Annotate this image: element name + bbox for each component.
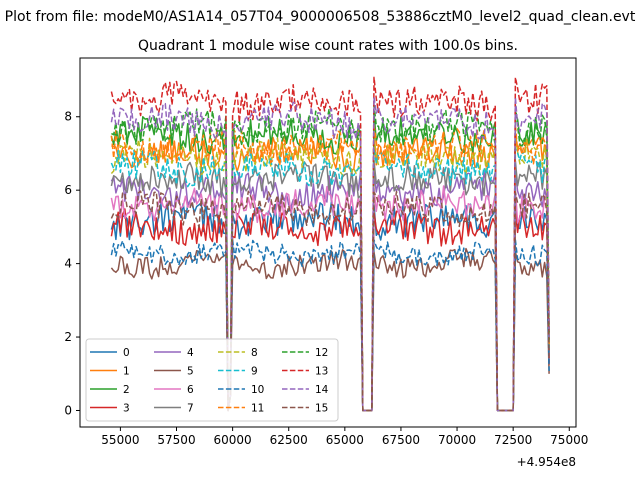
figure-suptitle: Plot from file: modeM0/AS1A14_057T04_900… xyxy=(5,9,636,25)
x-tick-label: 67500 xyxy=(382,433,420,447)
series-line-3 xyxy=(110,207,550,412)
legend-label-7: 7 xyxy=(187,403,194,415)
legend-label-5: 5 xyxy=(187,366,194,378)
y-tick-label: 2 xyxy=(64,330,72,344)
x-tick-label: 70000 xyxy=(438,433,476,447)
legend-label-15: 15 xyxy=(315,403,328,415)
x-tick-label: 75000 xyxy=(550,433,588,447)
legend-label-14: 14 xyxy=(315,384,329,396)
legend-label-11: 11 xyxy=(251,403,264,415)
chart-title: Quadrant 1 module wise count rates with … xyxy=(138,38,518,54)
series-line-13 xyxy=(110,76,550,412)
legend-label-10: 10 xyxy=(251,384,264,396)
y-tick-label: 4 xyxy=(64,257,72,271)
series-line-14 xyxy=(110,96,550,412)
legend-label-6: 6 xyxy=(187,384,194,396)
series-line-11 xyxy=(110,124,550,412)
y-tick-label: 6 xyxy=(64,183,72,197)
legend-label-3: 3 xyxy=(123,403,130,415)
y-tick-label: 0 xyxy=(64,403,72,417)
x-tick-label: 62500 xyxy=(270,433,308,447)
legend-frame xyxy=(85,338,339,422)
series-line-7 xyxy=(110,159,550,412)
series-line-6 xyxy=(110,185,550,412)
legend-label-0: 0 xyxy=(123,347,130,359)
legend-label-9: 9 xyxy=(251,366,258,378)
y-tick-label: 8 xyxy=(64,110,72,124)
x-tick-label: 65000 xyxy=(326,433,364,447)
x-tick-label: 57500 xyxy=(157,433,195,447)
series-line-10 xyxy=(110,239,550,412)
series-line-15 xyxy=(110,190,550,412)
x-tick-label: 72500 xyxy=(494,433,532,447)
series-line-5 xyxy=(110,247,550,412)
x-tick-label: 60000 xyxy=(214,433,252,447)
series-line-9 xyxy=(110,148,550,412)
series-layer xyxy=(110,76,550,412)
x-offset-label: +4.954e8 xyxy=(517,455,576,469)
legend-label-12: 12 xyxy=(315,347,328,359)
x-axis: 55000 57500 60000 62500 65000 67500 70000 72500… xyxy=(101,427,588,447)
legend-label-8: 8 xyxy=(251,347,258,359)
y-axis: 0 2 4 6 8 xyxy=(64,110,80,417)
x-tick-label: 55000 xyxy=(101,433,139,447)
series-line-8 xyxy=(110,136,550,412)
legend-label-2: 2 xyxy=(123,384,130,396)
axes-frame xyxy=(79,57,577,428)
legend-label-13: 13 xyxy=(315,366,328,378)
legend-label-1: 1 xyxy=(123,366,130,378)
legend-label-4: 4 xyxy=(187,347,194,359)
